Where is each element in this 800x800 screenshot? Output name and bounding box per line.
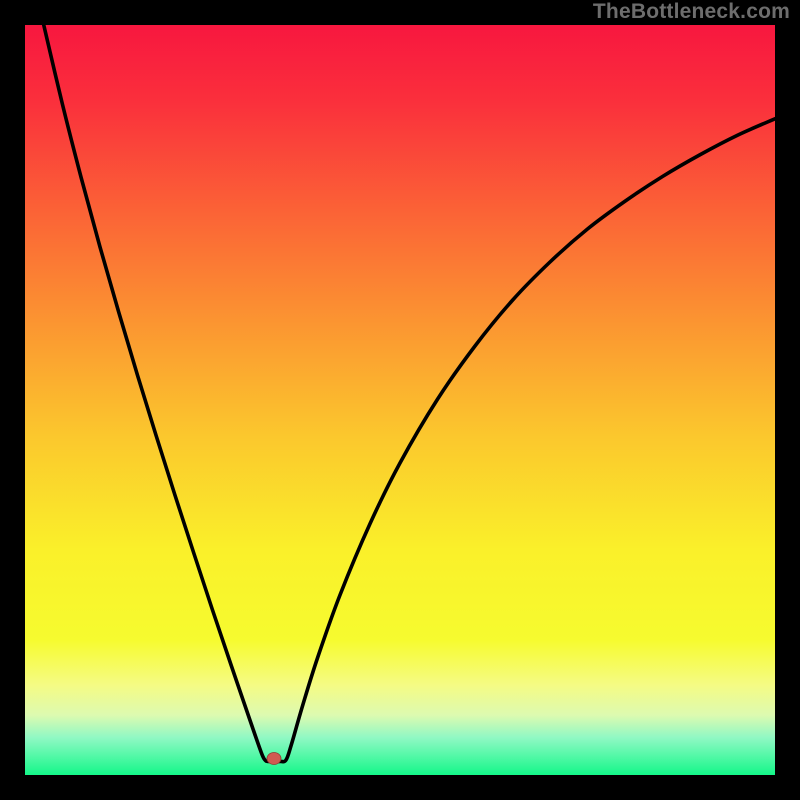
chart-frame: TheBottleneck.com bbox=[0, 0, 800, 800]
plot-svg bbox=[25, 25, 775, 775]
optimum-marker bbox=[267, 753, 281, 765]
gradient-background bbox=[25, 25, 775, 775]
watermark-text: TheBottleneck.com bbox=[593, 0, 790, 24]
plot-area bbox=[25, 25, 775, 775]
